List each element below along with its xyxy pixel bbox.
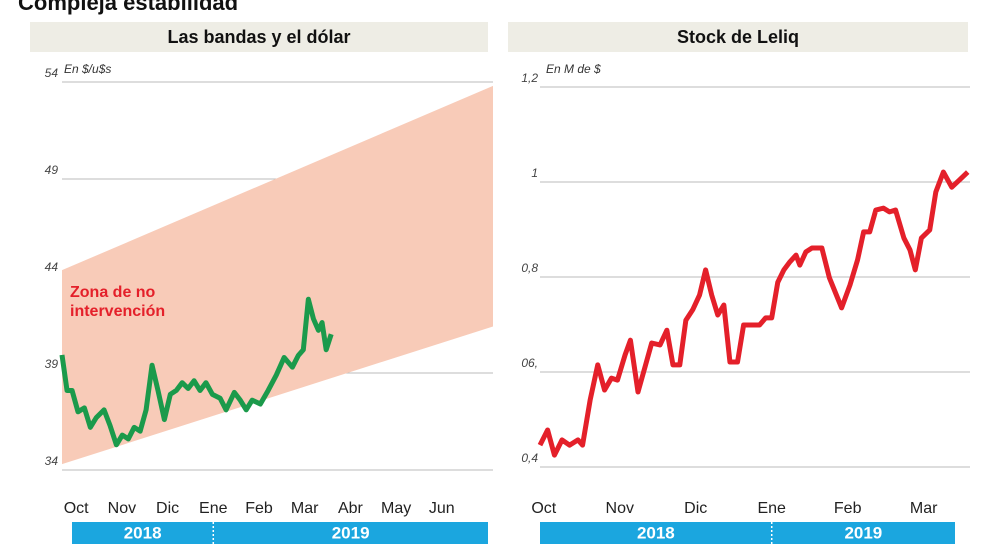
x-tick-label: Dic (156, 500, 179, 517)
data-line (59, 296, 334, 448)
chart-subtitle: En M de $ (546, 62, 601, 76)
data-line (537, 169, 970, 458)
x-tick-label: Abr (338, 500, 364, 517)
y-tick-label: 34 (45, 454, 59, 468)
y-tick-label: 49 (45, 163, 59, 177)
x-tick-label: Feb (834, 500, 862, 517)
y-tick-label: 0,4 (521, 451, 538, 465)
panel-header (30, 22, 488, 52)
annotation: Zona de no (70, 284, 156, 301)
year-label: 2018 (637, 523, 675, 542)
x-tick-label: Feb (245, 500, 273, 517)
x-tick-label: Nov (108, 500, 136, 517)
y-tick-label: 39 (45, 357, 59, 371)
panel-header (508, 22, 968, 52)
chart-title: Stock de Leliq (677, 27, 799, 47)
year-label: 2019 (844, 523, 882, 542)
y-tick-label: 54 (45, 66, 59, 80)
year-bar (72, 522, 488, 544)
y-tick-label: 44 (45, 260, 59, 274)
x-tick-label: Oct (531, 500, 556, 517)
y-tick-label: 0,8 (521, 261, 538, 275)
year-bar (540, 522, 955, 544)
y-tick-label: 1,2 (521, 71, 538, 85)
x-tick-label: Dic (684, 500, 707, 517)
band-area (62, 85, 493, 465)
x-tick-label: Ene (199, 500, 228, 517)
x-tick-label: Jun (429, 500, 455, 517)
x-tick-label: Nov (606, 500, 634, 517)
annotation: intervención (70, 303, 165, 320)
x-tick-label: Ene (757, 500, 786, 517)
page-title: Compleja estabilidad (18, 0, 238, 15)
chart-title: Las bandas y el dólar (167, 27, 350, 47)
y-tick-label: 06, (521, 356, 538, 370)
x-tick-label: Mar (291, 500, 319, 517)
x-tick-label: Oct (64, 500, 89, 517)
x-tick-label: Mar (910, 500, 938, 517)
y-tick-label: 1 (531, 166, 538, 180)
chart-subtitle: En $/u$s (64, 62, 111, 76)
year-label: 2019 (332, 523, 370, 542)
x-tick-label: May (381, 500, 411, 517)
year-label: 2018 (124, 523, 162, 542)
